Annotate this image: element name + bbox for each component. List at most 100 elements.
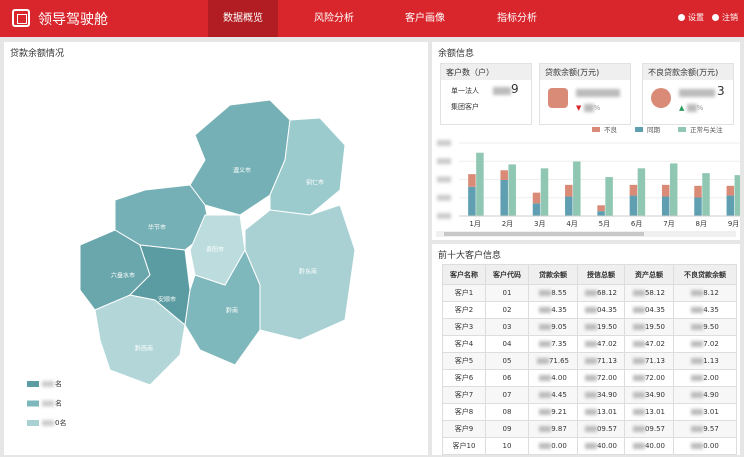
legend-label: 名	[55, 399, 62, 408]
cell-text: 4.45	[551, 391, 567, 399]
cell: 4.00	[528, 369, 578, 387]
bar	[661, 184, 670, 197]
cell: 09.57	[624, 420, 674, 438]
nav-tab[interactable]: 客户画像	[405, 13, 445, 24]
legend-swatch	[678, 127, 686, 132]
cell-text: 04.35	[644, 306, 666, 314]
cell: 9.87	[528, 420, 578, 438]
bar	[532, 192, 541, 204]
cell-text: 19.50	[644, 323, 666, 331]
nav-tab[interactable]: 风险分析	[314, 13, 354, 24]
cell: 8.55	[528, 284, 578, 302]
blur	[691, 443, 704, 449]
cell-text: 客户1	[454, 289, 474, 297]
cell: 4.35	[528, 301, 578, 319]
cell-text: 4.90	[703, 391, 719, 399]
cell: 04.35	[624, 301, 674, 319]
bar	[532, 203, 541, 216]
legend-label: 0名	[55, 418, 66, 427]
cell-text: 34.90	[644, 391, 666, 399]
cell: 13.01	[577, 403, 625, 421]
region-label: 黔南	[226, 307, 238, 315]
bar	[565, 196, 573, 216]
cell: 9.05	[528, 318, 578, 336]
cell-text: 8.12	[703, 289, 719, 297]
cell-text: 34.90	[596, 391, 618, 399]
blur	[539, 426, 552, 432]
bar	[694, 185, 702, 198]
legend-swatch	[592, 127, 600, 132]
cell-text: 09.57	[644, 425, 666, 433]
row: 客户6 06 4.00 72.00 72.00 2.00	[442, 369, 737, 387]
cell: 4.35	[673, 301, 737, 319]
cell-text: 9.87	[551, 425, 567, 433]
blur	[42, 400, 54, 407]
bar	[573, 161, 581, 216]
bar	[597, 211, 605, 216]
bar	[468, 174, 476, 187]
cell-text: 客户8	[454, 408, 474, 416]
x-tick-label: 5月	[599, 220, 610, 228]
change-text: %	[593, 104, 601, 112]
cell: 58.12	[624, 284, 674, 302]
cell-text: 2.00	[703, 374, 719, 382]
card-title: 不良贷款余额(万元)	[643, 64, 733, 80]
cell-text: 0.00	[703, 442, 719, 450]
cell: 0.00	[673, 437, 737, 455]
blur	[691, 324, 704, 330]
column-header: 授信总额	[577, 264, 625, 285]
cell-text: 7.02	[703, 340, 719, 348]
blur	[632, 443, 645, 449]
cell-text: 客户4	[454, 340, 474, 348]
column-header: 贷款余额	[528, 264, 578, 285]
bar	[597, 205, 605, 212]
cell: 7.02	[673, 335, 737, 353]
cell-text: 08	[502, 408, 512, 416]
region[interactable]	[128, 244, 191, 326]
logout[interactable]: 注销	[712, 12, 738, 23]
cell-text: 客户6	[454, 374, 474, 382]
blur	[632, 392, 645, 398]
column-header: 资产总额	[624, 264, 674, 285]
blur	[584, 409, 597, 415]
blur	[437, 140, 451, 146]
nav-tab[interactable]: 指标分析	[497, 13, 537, 24]
bar	[500, 170, 508, 180]
blur	[42, 381, 54, 387]
nav-tab[interactable]: 数据概览	[208, 0, 278, 37]
cell-text: 13.01	[596, 408, 618, 416]
cell-text: 8.55	[551, 289, 567, 297]
blur	[539, 392, 552, 398]
table-panel: 前十大客户信息 客户名称 客户代码 贷款余额 授信总额 资产总额 不良贷款余额 客户1 01 8…	[432, 244, 740, 455]
bar	[726, 195, 735, 216]
cell: 8.12	[673, 284, 737, 302]
cell-text: 01	[502, 289, 512, 297]
cell: 10	[485, 437, 529, 455]
cell-text: 47.02	[596, 340, 618, 348]
settings[interactable]: 设置	[678, 12, 704, 23]
cell-text: 客户5	[454, 357, 474, 365]
card-title: 客户数（户）	[441, 64, 531, 80]
blur	[584, 307, 597, 313]
legend-label: 名	[55, 379, 62, 388]
blur	[536, 358, 549, 364]
cell-text: 09.57	[596, 425, 618, 433]
bar	[702, 173, 710, 216]
region-label: 遵义市	[233, 167, 251, 175]
customer-table: 客户名称 客户代码 贷款余额 授信总额 资产总额 不良贷款余额 客户1 01 8.55 68.12…	[442, 264, 737, 455]
x-tick-label: 2月	[502, 220, 513, 228]
cell-text: 68.12	[596, 289, 618, 297]
cell-text: 1.13	[703, 357, 719, 365]
cell-text: 72.00	[644, 374, 666, 382]
blur	[632, 426, 645, 432]
cell-text: 04.35	[596, 306, 618, 314]
region[interactable]	[189, 214, 246, 286]
cell: 客户8	[442, 403, 486, 421]
cell-text: 05	[502, 357, 512, 365]
cell: 9.21	[528, 403, 578, 421]
cell: 4.45	[528, 386, 578, 404]
cell-text: 4.00	[551, 374, 567, 382]
app-title: 领导驾驶舱	[38, 12, 108, 28]
card-title: 贷款余额(万元)	[540, 64, 630, 80]
